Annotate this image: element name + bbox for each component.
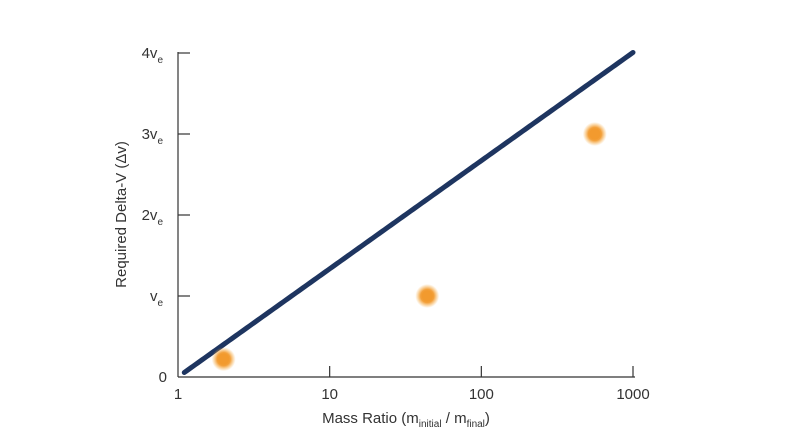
x-tick-label: 1000: [616, 386, 649, 403]
x-axis-label-mid: / m: [442, 410, 467, 427]
y-tick-label: 3ve: [142, 126, 164, 147]
highlight-point: [589, 128, 601, 140]
highlight-point: [218, 353, 230, 365]
x-axis-label-end: ): [485, 410, 490, 427]
x-axis-label-sub1: initial: [419, 419, 442, 430]
x-axis-label-main: Mass Ratio (m: [322, 410, 419, 427]
y-axis-ticks: 0 ve 2ve 3ve 4ve: [142, 45, 190, 386]
highlight-points: [211, 122, 607, 372]
y-axis-label: Required Delta-V (Δv): [113, 141, 130, 288]
highlight-point: [421, 290, 433, 302]
x-axis-ticks: 1 10 100 1000: [174, 366, 650, 403]
delta-v-curve: [181, 49, 636, 376]
x-tick-label: 10: [321, 386, 338, 403]
y-tick-label: ve: [150, 288, 164, 309]
x-tick-label: 100: [469, 386, 494, 403]
y-tick-label: 0: [159, 369, 167, 386]
x-axis-label-sub2: final: [467, 419, 485, 430]
x-axis-label: Mass Ratio (minitial / mfinal): [322, 410, 490, 430]
x-tick-label: 1: [174, 386, 182, 403]
y-tick-label: 4ve: [142, 45, 164, 66]
y-tick-label: 2ve: [142, 207, 164, 228]
